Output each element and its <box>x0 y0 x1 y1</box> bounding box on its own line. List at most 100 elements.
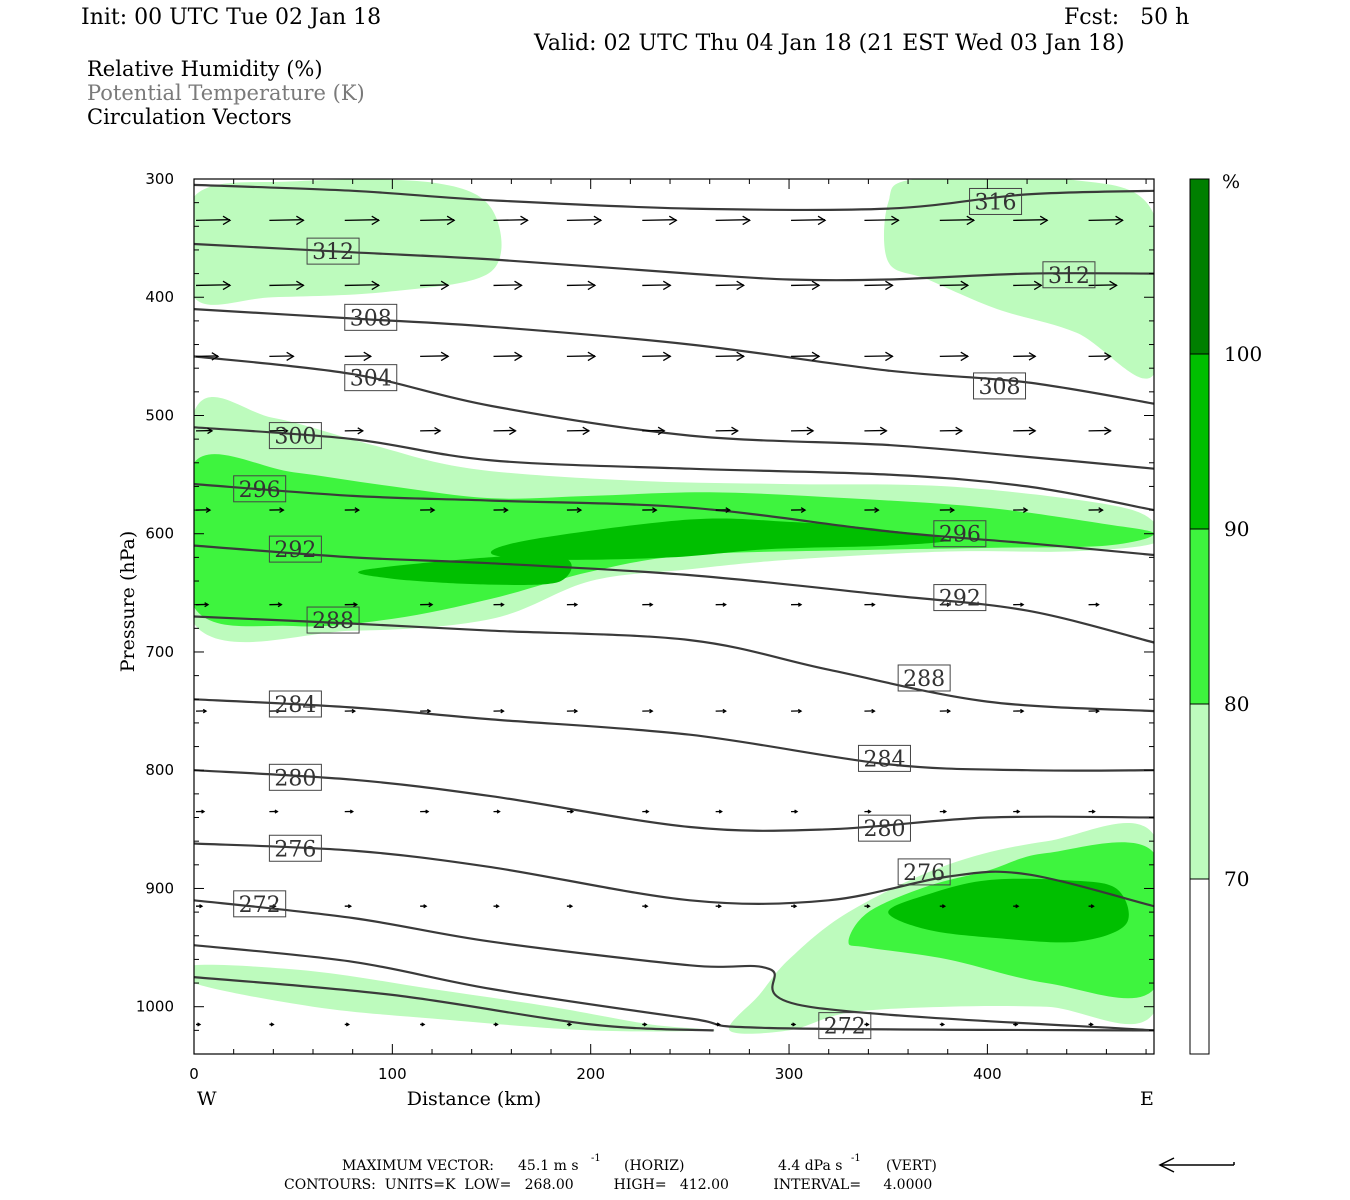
circulation-vector <box>715 809 723 814</box>
circulation-vector <box>791 1022 797 1027</box>
contour-label: 276 <box>274 837 316 862</box>
circulation-vector <box>791 280 821 291</box>
circulation-vector <box>269 427 289 435</box>
circulation-vector <box>344 708 357 714</box>
circulation-vector <box>420 215 456 226</box>
circulation-vector <box>642 708 654 714</box>
rh-region-90 <box>888 878 1129 943</box>
circulation-vector <box>1013 507 1029 513</box>
contour-label: 316 <box>975 190 1017 215</box>
circulation-vector <box>269 809 279 814</box>
colorbar-level-label: 70 <box>1224 867 1249 891</box>
contour-label-box <box>306 237 360 265</box>
circulation-vector <box>1088 708 1100 714</box>
colorbar-segment <box>1189 878 1210 1055</box>
circulation-vector <box>1088 215 1124 226</box>
circulation-vector <box>195 1022 202 1027</box>
y-tick-label: 400 <box>145 288 174 306</box>
contour-label: 312 <box>312 240 354 265</box>
circulation-vector <box>420 809 430 814</box>
circulation-vector <box>420 1022 426 1027</box>
circulation-vector <box>493 215 529 226</box>
circulation-vector <box>420 426 442 435</box>
y-tick-label: 600 <box>145 525 174 543</box>
theta-contour-280 <box>194 769 1154 832</box>
circulation-vector <box>566 1022 573 1027</box>
y-tick-label: 1000 <box>136 998 174 1016</box>
circulation-vector <box>864 602 876 607</box>
circulation-vector <box>864 280 894 291</box>
circulation-vector <box>715 426 739 436</box>
circulation-vector <box>1088 280 1118 291</box>
circulation-vector <box>195 904 204 909</box>
y-tick-label: 300 <box>145 170 174 188</box>
contour-label: 284 <box>863 747 905 772</box>
contour-label-box <box>969 187 1023 215</box>
y-tick-label: 700 <box>145 643 174 661</box>
circulation-vector <box>939 708 952 714</box>
contour-label-box <box>1042 261 1096 289</box>
y-axis-label: Pressure (hPa) <box>117 531 139 673</box>
circulation-vector <box>269 215 305 226</box>
forecast-hour: Fcst: 50 h <box>1064 5 1190 30</box>
circulation-vector <box>344 904 353 909</box>
circulation-vector <box>195 708 208 714</box>
circulation-vector <box>642 280 672 291</box>
circulation-vector <box>939 507 956 513</box>
x-tick-label: 400 <box>973 1065 1002 1083</box>
field-circ-title: Circulation Vectors <box>87 105 292 129</box>
contour-label-box <box>973 372 1027 400</box>
contour-label: 308 <box>350 306 392 331</box>
circulation-vector <box>344 507 361 513</box>
rh-region-90 <box>358 554 572 585</box>
circulation-vector <box>1088 426 1112 436</box>
circulation-vector <box>566 351 597 362</box>
max-vector-vert-tag: (VERT) <box>886 1158 937 1174</box>
circulation-vector <box>1013 809 1021 814</box>
circulation-vector <box>642 809 650 814</box>
contour-label-box <box>306 606 360 634</box>
theta-contour-268 <box>194 944 1154 1032</box>
circulation-vector <box>195 427 214 435</box>
circulation-vector <box>715 602 727 607</box>
circulation-vector <box>864 426 888 436</box>
circulation-vector <box>493 507 509 513</box>
circulation-vector <box>864 507 880 513</box>
max-vector-horiz-exp: -1 <box>591 1153 601 1164</box>
colorbar-level-label: 80 <box>1224 692 1249 716</box>
contour-label-box <box>897 858 951 886</box>
circulation-vector <box>715 351 745 362</box>
init-time: Init: 00 UTC Tue 02 Jan 18 <box>81 5 382 30</box>
contour-label: 292 <box>939 587 981 612</box>
circulation-vector <box>791 215 827 226</box>
theta-contour-316 <box>194 183 1154 212</box>
theta-contour-292 <box>194 544 1154 644</box>
plot-frame <box>193 178 1155 1055</box>
contour-label: 288 <box>903 667 945 692</box>
circulation-vector <box>420 904 428 909</box>
circulation-vector <box>493 809 501 814</box>
circulation-vector <box>420 708 432 714</box>
circulation-vector <box>791 507 807 513</box>
circulation-vector <box>642 1022 648 1027</box>
colorbar-segment <box>1189 353 1210 530</box>
contour-label-box <box>897 664 951 692</box>
x-tick-label: 300 <box>775 1065 804 1083</box>
contour-label: 300 <box>274 425 316 450</box>
colorbar-level-label: 90 <box>1224 517 1249 541</box>
colorbar-level-label: 100 <box>1224 342 1262 366</box>
circulation-vector <box>864 1022 870 1027</box>
circulation-vector <box>566 809 575 814</box>
circulation-vector <box>195 352 220 361</box>
theta-contour-284 <box>194 698 1154 772</box>
circulation-vector <box>715 280 745 291</box>
circulation-vector <box>566 904 574 909</box>
circulation-vector <box>1088 1022 1094 1027</box>
circulation-vector <box>269 1022 275 1027</box>
circulation-vector <box>642 426 666 436</box>
colorbar-segment <box>1189 703 1210 880</box>
circulation-vector <box>1088 507 1104 513</box>
rh-region-70 <box>884 179 1154 379</box>
contour-label-box <box>268 834 322 862</box>
